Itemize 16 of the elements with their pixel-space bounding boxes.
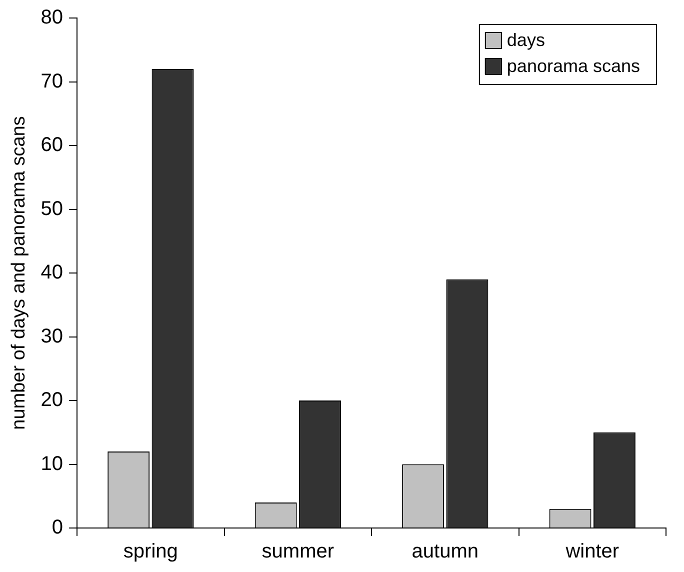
y-tick-label: 50 [40, 198, 64, 220]
legend-label: days [506, 30, 545, 50]
x-tick-label: spring [123, 540, 178, 563]
y-tick-label: 40 [40, 262, 64, 284]
y-axis-title: number of days and panorama scans [8, 116, 30, 430]
x-tick-label: winter [564, 540, 620, 563]
y-tick-label: 0 [52, 516, 64, 539]
y-tick-label: 30 [40, 325, 64, 348]
y-tick-label: 70 [40, 70, 64, 92]
x-tick-label: autumn [412, 540, 478, 563]
legend-label: panorama scans [506, 56, 640, 76]
x-tick-label: summer [262, 540, 334, 563]
y-tick-label: 80 [40, 6, 64, 29]
y-tick-label: 20 [40, 389, 64, 412]
y-tick-label: 60 [40, 134, 64, 156]
y-tick-label: 10 [40, 452, 64, 475]
